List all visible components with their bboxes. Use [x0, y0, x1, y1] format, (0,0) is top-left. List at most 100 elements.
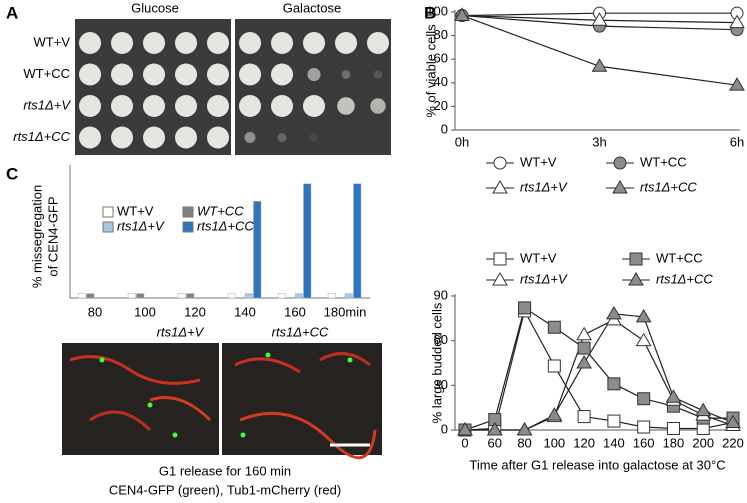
- x-tick-label: 100: [543, 435, 565, 450]
- y-tick-label: 90: [434, 287, 448, 302]
- spot: [207, 32, 229, 54]
- marker: [666, 422, 680, 436]
- spot: [79, 63, 101, 86]
- spot: [143, 126, 165, 149]
- y-tick-label: 40: [434, 74, 448, 89]
- x-tick-label: 60: [488, 435, 502, 450]
- marker: [486, 422, 503, 436]
- spot: [239, 63, 261, 86]
- marker: [635, 308, 652, 323]
- spot: [111, 126, 133, 149]
- caption: G1 release for 160 min: [159, 463, 291, 478]
- legend-swatch: [102, 221, 114, 233]
- marker: [457, 422, 473, 436]
- image-label: rts1Δ+CC: [272, 324, 329, 339]
- bar: [86, 293, 95, 299]
- y-tick-label: 0: [441, 121, 448, 136]
- marker: [606, 305, 622, 320]
- bar: [294, 293, 303, 299]
- spot: [207, 95, 229, 117]
- legend-marker: [628, 272, 644, 286]
- marker: [729, 14, 745, 29]
- marker: [665, 389, 682, 403]
- legend-label: WT+CC: [656, 250, 703, 265]
- x-tick-label: 140: [234, 304, 256, 319]
- legend-label: WT+CC: [197, 203, 244, 218]
- legend-swatch: [182, 206, 194, 218]
- spot: [337, 97, 355, 115]
- x-tick-label: 120: [184, 304, 206, 319]
- marker: [576, 355, 592, 369]
- marker: [516, 422, 533, 436]
- spot: [239, 32, 261, 54]
- spot: [111, 32, 133, 54]
- x-tick-label: 160: [284, 304, 306, 319]
- legend-swatch: [182, 221, 194, 233]
- panel-label: A: [6, 3, 18, 22]
- marker: [635, 332, 652, 347]
- bar: [344, 293, 353, 299]
- row-label: rts1Δ+CC: [13, 129, 70, 144]
- series-line: [464, 309, 734, 431]
- marker: [725, 414, 741, 429]
- cells: [69, 352, 377, 460]
- legend-label: rts1Δ+CC: [197, 218, 254, 233]
- spot: [271, 63, 293, 86]
- legend-marker: [493, 156, 507, 170]
- marker: [729, 77, 745, 91]
- spot: [367, 32, 389, 54]
- marker: [637, 420, 651, 434]
- marker: [577, 341, 591, 355]
- marker: [591, 12, 608, 26]
- series-line: [464, 306, 733, 431]
- x-tick-label: 200: [692, 435, 714, 450]
- y-tick-label: 100: [426, 3, 448, 18]
- row-label: WT+CC: [23, 66, 70, 81]
- series-line: [465, 313, 734, 431]
- legend-label: WT+V: [520, 154, 557, 169]
- y-tick-label: 0: [441, 421, 448, 436]
- legend-label: rts1Δ+V: [117, 218, 165, 233]
- spot: [370, 98, 386, 114]
- spot: [79, 126, 101, 149]
- spot: [271, 95, 293, 117]
- marker: [577, 410, 591, 424]
- x-tick-label: 120: [573, 435, 595, 450]
- spot: [244, 132, 256, 143]
- caption: CEN4-GFP (green), Tub1-mCherry (red): [109, 482, 341, 497]
- bar: [136, 293, 145, 299]
- spot: [143, 63, 165, 86]
- spot: [341, 70, 351, 79]
- y-tick-label: 20: [434, 98, 448, 113]
- spot: [207, 63, 229, 86]
- spot: [111, 95, 133, 117]
- spot: [175, 126, 197, 149]
- panel-label: C: [6, 164, 18, 183]
- spot: [309, 133, 319, 142]
- spot: [79, 32, 101, 54]
- marker: [454, 7, 470, 22]
- legend-label: rts1Δ+V: [520, 179, 568, 194]
- marker: [518, 301, 532, 315]
- spot: [303, 95, 325, 117]
- legend-marker: [629, 252, 643, 266]
- spot: [175, 32, 197, 54]
- spot: [307, 67, 321, 82]
- spot: [335, 32, 357, 54]
- y-axis-label: % of viable cells: [423, 24, 438, 118]
- marker: [591, 58, 608, 72]
- spot: [373, 70, 383, 79]
- x-tick-label: 100: [134, 304, 156, 319]
- spot: [111, 63, 133, 86]
- y-tick-label: 30: [434, 377, 448, 392]
- bar: [127, 293, 136, 299]
- legend-label: rts1Δ+CC: [656, 271, 713, 286]
- spot: [207, 126, 229, 149]
- panel-label: B: [424, 3, 436, 22]
- row-label: rts1Δ+V: [23, 97, 71, 112]
- spot: [79, 95, 101, 117]
- y-axis-label: % large budded cells: [429, 302, 444, 423]
- spot: [239, 95, 261, 117]
- y-tick-label: 80: [434, 27, 448, 42]
